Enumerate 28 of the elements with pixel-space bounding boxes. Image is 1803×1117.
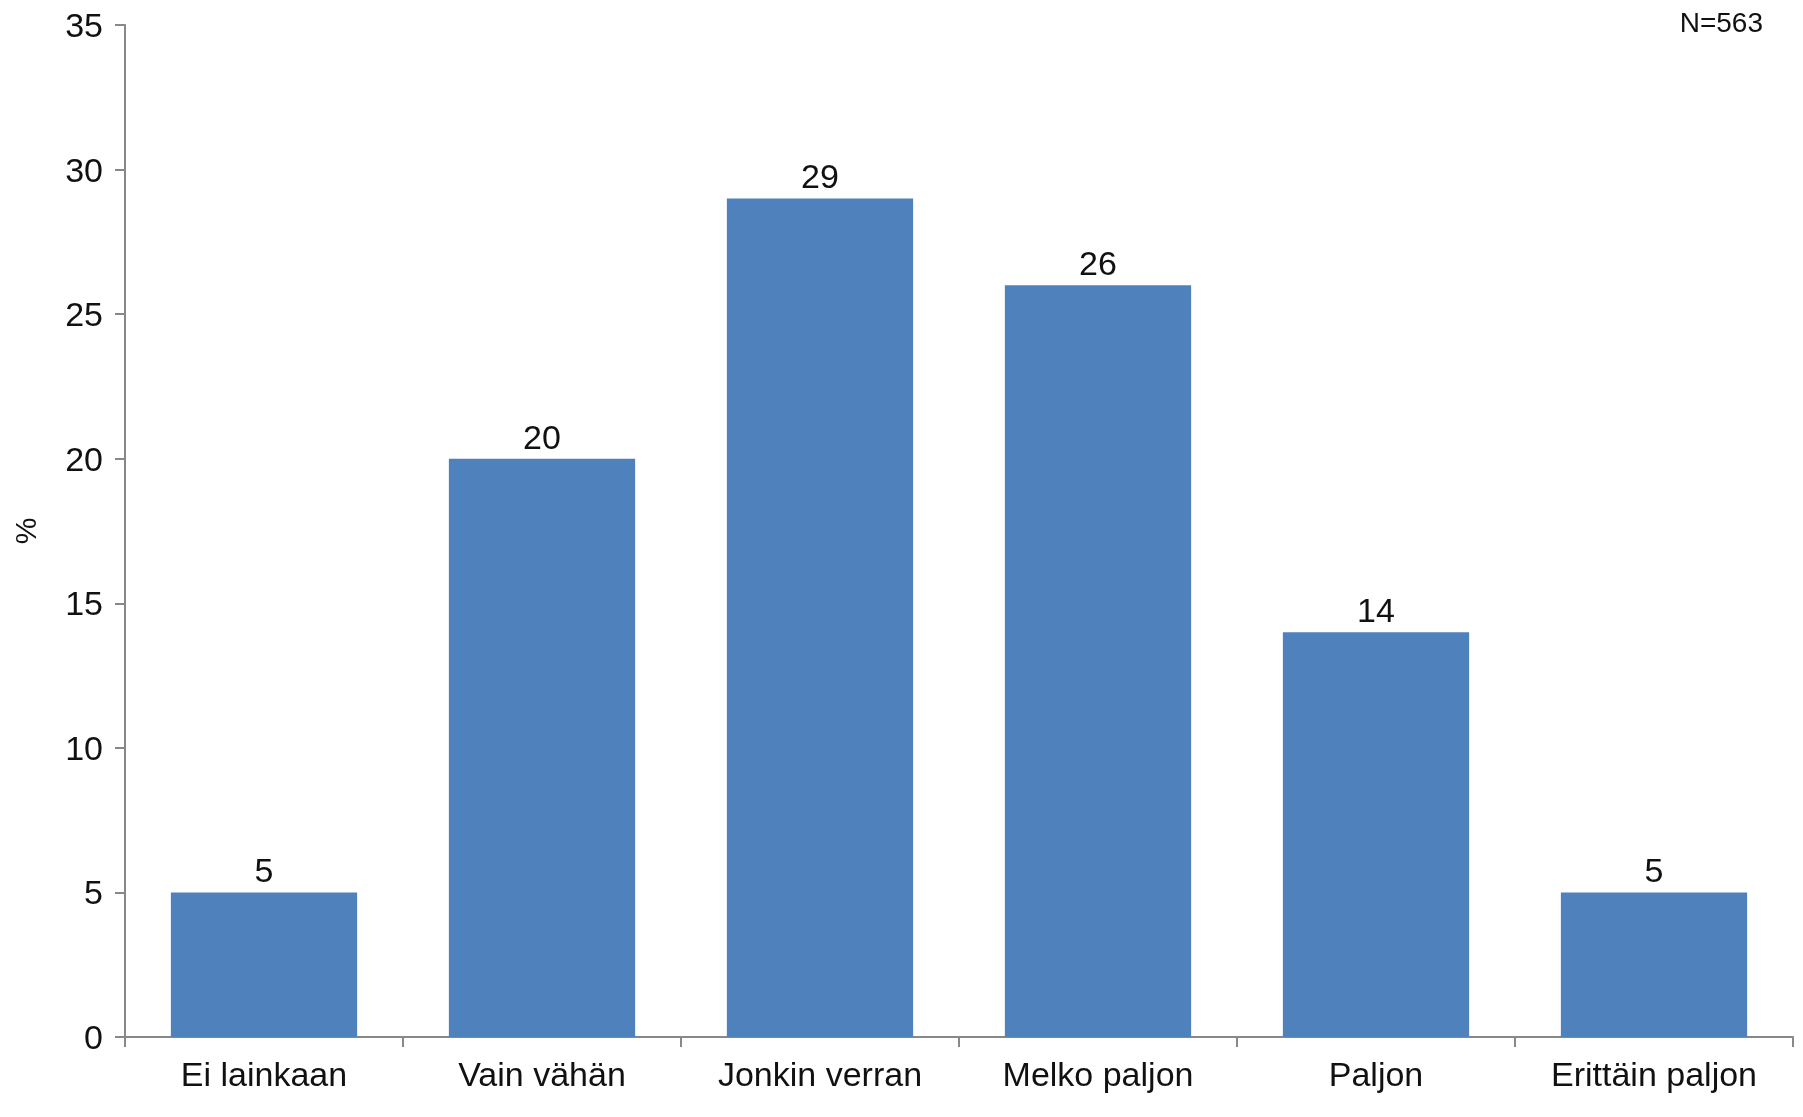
data-label: 5 <box>254 851 274 890</box>
y-tick-label: 0 <box>84 1018 103 1056</box>
x-tick-label: Jonkin verran <box>717 1055 923 1093</box>
y-tick-label: 10 <box>65 728 103 767</box>
y-tick-label: 30 <box>65 150 103 189</box>
data-label: 29 <box>801 157 839 196</box>
data-label: 20 <box>523 417 561 456</box>
bar <box>1282 632 1470 1037</box>
y-tick-label: 20 <box>65 439 103 478</box>
y-tick-label: 35 <box>65 6 103 44</box>
bar <box>1004 285 1192 1037</box>
y-tick-label: 25 <box>65 295 103 334</box>
bar <box>1560 892 1748 1037</box>
x-tick-label: Erittäin paljon <box>1550 1055 1758 1093</box>
y-tick-label: 15 <box>65 584 103 623</box>
bar <box>170 892 358 1037</box>
bar <box>448 458 636 1037</box>
data-label: 26 <box>1079 244 1117 283</box>
x-tick-label: Melko paljon <box>1002 1055 1194 1093</box>
annotation: N=563 <box>1679 6 1764 38</box>
x-tick-label: Ei lainkaan <box>180 1055 348 1093</box>
data-label: 5 <box>1644 851 1664 890</box>
y-tick-label: 5 <box>84 873 103 912</box>
y-axis-title: % <box>8 517 42 545</box>
data-label: 14 <box>1357 591 1395 630</box>
bar <box>726 198 914 1037</box>
x-tick-label: Paljon <box>1328 1055 1424 1093</box>
x-tick-label: Vain vähän <box>458 1055 626 1093</box>
